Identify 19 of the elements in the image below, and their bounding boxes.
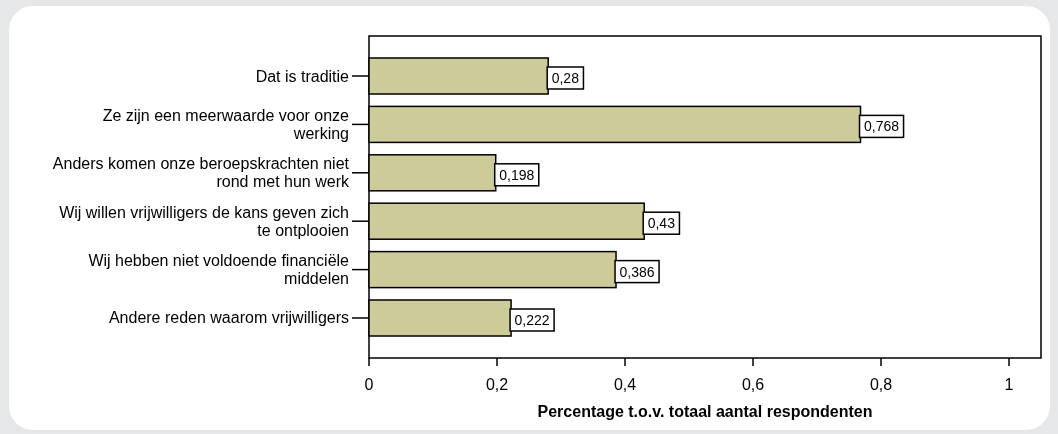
y-tick-label: Andere reden waarom vrijwilligers xyxy=(108,309,349,327)
data-label: 0,386 xyxy=(619,263,655,280)
data-label: 0,198 xyxy=(499,166,535,183)
data-label: 0,28 xyxy=(551,70,580,86)
y-tick-label: Ze zijn een meerwaarde voor onze werking xyxy=(102,106,350,142)
y-tick-label: Wij hebben niet voldoende financiële middelen xyxy=(88,252,350,288)
x-axis-title: Percentage t.o.v. totaal aantal respondenten xyxy=(537,403,873,420)
data-label: 0,222 xyxy=(514,312,550,328)
y-tick-label: Dat is traditie xyxy=(255,67,350,85)
y-tick-label: Anders komen onze beroepskrachten niet rond met hun werk xyxy=(52,155,350,191)
x-tick-label: 0,6 xyxy=(741,376,765,393)
x-tick-label: 0,4 xyxy=(613,376,637,393)
x-tick-label: 0 xyxy=(364,376,374,393)
data-label: 0,768 xyxy=(864,118,900,135)
x-tick-label: 0,8 xyxy=(869,376,893,393)
data-label: 0,43 xyxy=(647,215,676,232)
x-tick-label: 0,2 xyxy=(485,376,509,393)
x-tick-label: 1 xyxy=(1004,376,1014,393)
y-tick-label: Wij willen vrijwilligers de kans geven zich te ontplooien xyxy=(59,203,349,239)
